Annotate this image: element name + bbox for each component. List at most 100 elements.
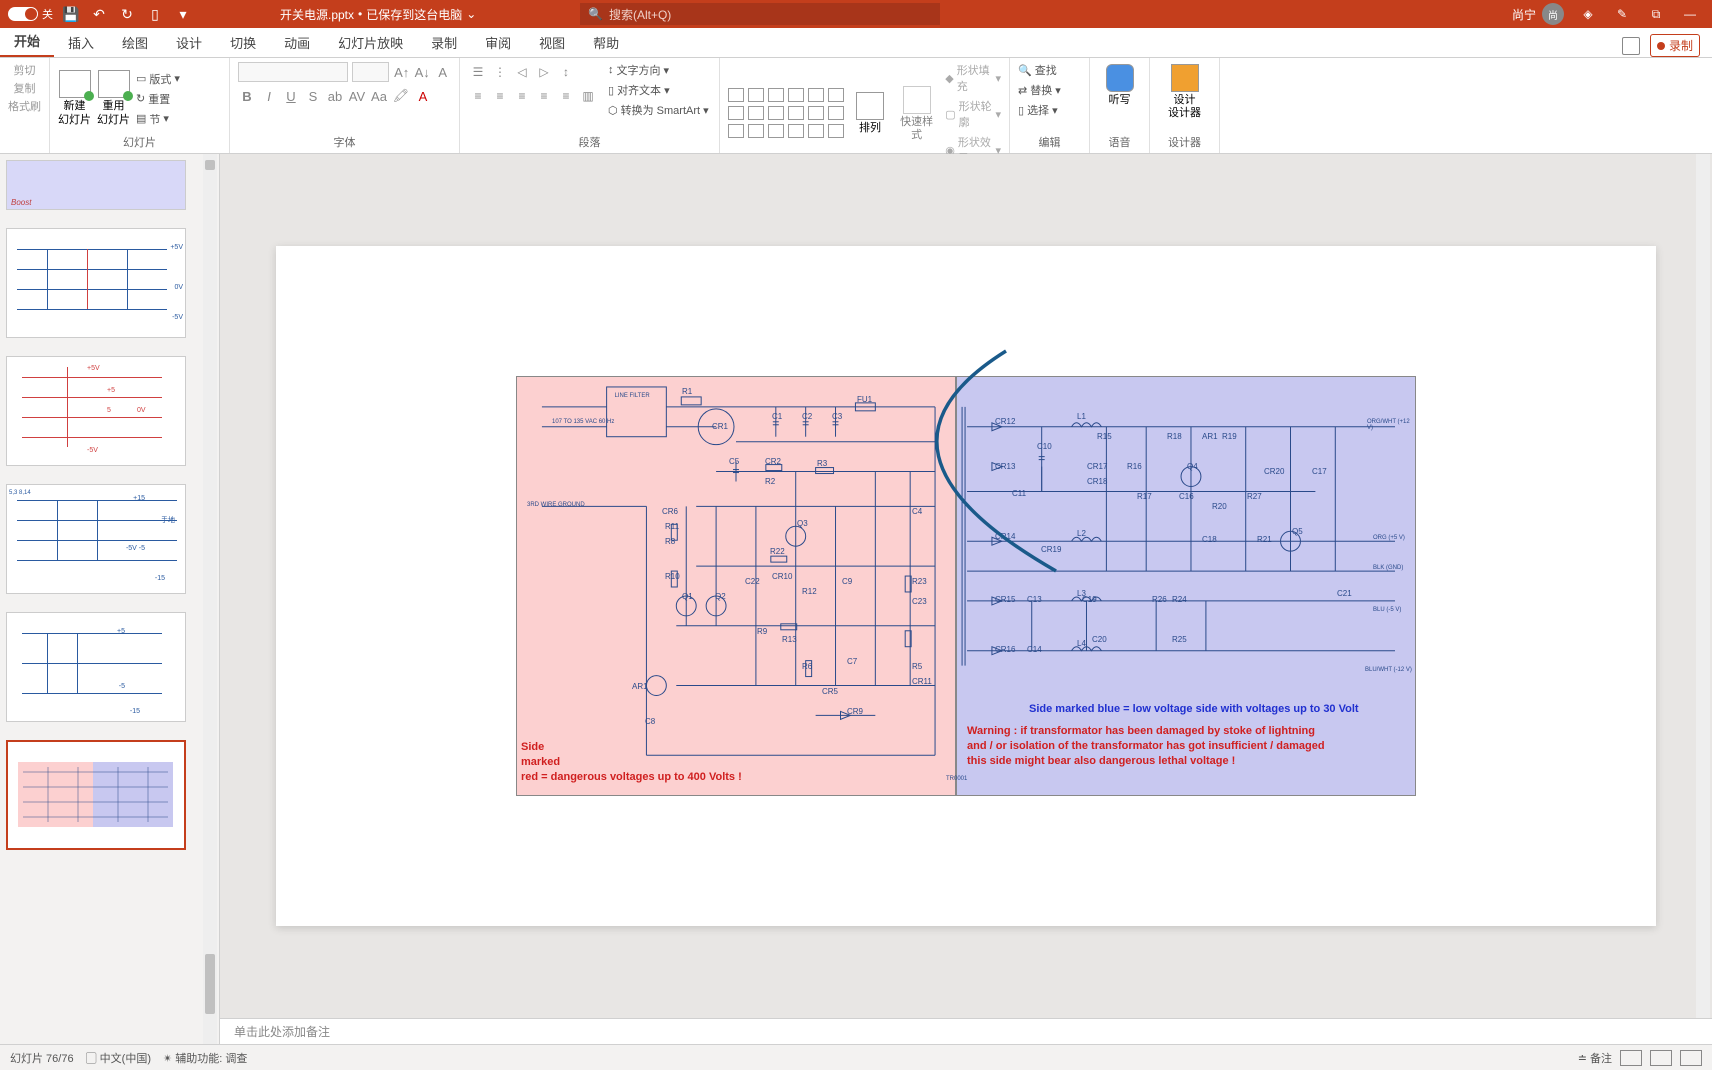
section-button[interactable]: ▤ 节 ▾ [136, 111, 180, 127]
shadow-button[interactable]: ab [326, 86, 344, 106]
notes-input[interactable]: 单击此处添加备注 [220, 1018, 1712, 1044]
shape-outline-button[interactable]: ▢ 形状轮廓 ▾ [945, 98, 1001, 130]
layout-button[interactable]: ▭ 版式 ▾ [136, 71, 180, 87]
copy-button[interactable]: 复制 [14, 80, 36, 96]
undo-icon[interactable]: ↶ [89, 4, 109, 24]
case-button[interactable]: Aa [370, 86, 388, 106]
diamond-icon[interactable]: ◈ [1578, 4, 1598, 24]
window-icon[interactable]: ⧉ [1646, 4, 1666, 24]
slide-thumbnail-active[interactable] [6, 740, 186, 850]
tab-design[interactable]: 设计 [162, 28, 216, 57]
tab-insert[interactable]: 插入 [54, 28, 108, 57]
shrink-font-icon[interactable]: A↓ [414, 62, 431, 82]
slide-thumbnail[interactable]: +5 -5 -15 [6, 612, 186, 722]
reading-view-icon[interactable] [1680, 1050, 1702, 1066]
document-title: 开关电源.pptx • 已保存到这台电脑 ⌄ [280, 6, 476, 23]
spacing-button[interactable]: AV [348, 86, 366, 106]
autosave-toggle[interactable]: 关 [8, 6, 53, 22]
slide-canvas[interactable]: LINE FILTER [276, 246, 1656, 926]
thumbnail-scrollbar[interactable] [203, 154, 217, 1044]
content-area: Boost +5V 0V -5V +5V +5 5 0V -5V [0, 154, 1712, 1044]
user-account[interactable]: 尚宁 尚 [1512, 3, 1564, 25]
highlight-button[interactable]: 🖍 [392, 86, 410, 106]
normal-view-icon[interactable] [1620, 1050, 1642, 1066]
record-dot-icon [1657, 42, 1665, 50]
distribute-button[interactable]: ≡ [556, 86, 576, 106]
grow-font-icon[interactable]: A↑ [393, 62, 410, 82]
align-right-button[interactable]: ≡ [512, 86, 532, 106]
tab-slideshow[interactable]: 幻灯片放映 [324, 28, 417, 57]
bullets-button[interactable]: ☰ [468, 62, 488, 82]
slide-thumbnail[interactable]: +5V +5 5 0V -5V [6, 356, 186, 466]
justify-button[interactable]: ≡ [534, 86, 554, 106]
select-button[interactable]: ▯ 选择 ▾ [1018, 102, 1081, 118]
pen-icon[interactable]: ✎ [1612, 4, 1632, 24]
numbering-button[interactable]: ⋮ [490, 62, 510, 82]
save-icon[interactable]: 💾 [61, 4, 81, 24]
tab-home[interactable]: 开始 [0, 26, 54, 57]
replace-button[interactable]: ⇄ 替换 ▾ [1018, 82, 1081, 98]
slide-thumbnail[interactable]: Boost [6, 160, 186, 210]
tab-view[interactable]: 视图 [525, 28, 579, 57]
microphone-icon [1106, 64, 1134, 92]
italic-button[interactable]: I [260, 86, 278, 106]
strike-button[interactable]: S [304, 86, 322, 106]
record-button[interactable]: 录制 [1650, 34, 1700, 57]
clear-format-icon[interactable]: A [434, 62, 451, 82]
tab-record[interactable]: 录制 [417, 28, 471, 57]
paragraph-group-label: 段落 [468, 135, 711, 151]
align-center-button[interactable]: ≡ [490, 86, 510, 106]
cut-button[interactable]: 剪切 [14, 62, 36, 78]
indent-right-button[interactable]: ▷ [534, 62, 554, 82]
align-left-button[interactable]: ≡ [468, 86, 488, 106]
font-size-select[interactable] [352, 62, 389, 82]
smartart-button[interactable]: ⬡ 转换为 SmartArt ▾ [608, 102, 709, 118]
reset-button[interactable]: ↻ 重置 [136, 91, 180, 107]
circuit-diagram: LINE FILTER [516, 376, 1416, 796]
format-painter-button[interactable]: 格式刷 [8, 98, 41, 114]
tab-review[interactable]: 审阅 [471, 28, 525, 57]
search-input[interactable]: 🔍 搜索(Alt+Q) [580, 3, 940, 25]
align-text-button[interactable]: ▯ 对齐文本 ▾ [608, 82, 709, 98]
new-slide-button[interactable]: 新建幻灯片 [58, 70, 91, 126]
minimize-icon[interactable]: — [1680, 4, 1700, 24]
voice-group-label: 语音 [1098, 135, 1141, 151]
tab-help[interactable]: 帮助 [579, 28, 633, 57]
arrange-button[interactable]: 排列 [852, 90, 888, 137]
notes-toggle[interactable]: ≐ 备注 [1578, 1050, 1612, 1066]
font-family-select[interactable] [238, 62, 348, 82]
font-group-label: 字体 [238, 135, 451, 151]
language-indicator[interactable]: ▢ 中文(中国) [86, 1050, 151, 1066]
reuse-slide-button[interactable]: 重用幻灯片 [97, 70, 130, 126]
shapes-gallery[interactable] [728, 88, 846, 140]
font-color-button[interactable]: A [414, 86, 432, 106]
avatar-icon: 尚 [1542, 3, 1564, 25]
more-qat-icon[interactable]: ▾ [173, 4, 193, 24]
redo-icon[interactable]: ↻ [117, 4, 137, 24]
title-dropdown-icon[interactable]: ⌄ [466, 7, 476, 21]
comments-icon[interactable] [1622, 37, 1640, 55]
shape-fill-button[interactable]: ◆ 形状填充 ▾ [945, 62, 1001, 94]
slide-thumbnail[interactable]: +15 手地 -5V -5 -15 5,3 8,14 [6, 484, 186, 594]
sorter-view-icon[interactable] [1650, 1050, 1672, 1066]
bold-button[interactable]: B [238, 86, 256, 106]
accessibility-indicator[interactable]: ✴ 辅助功能: 调查 [163, 1050, 247, 1066]
editing-group-label: 编辑 [1018, 135, 1081, 151]
quick-styles-button[interactable]: 快速样式 [894, 84, 939, 144]
indent-left-button[interactable]: ◁ [512, 62, 532, 82]
underline-button[interactable]: U [282, 86, 300, 106]
slide-scrollbar[interactable] [1696, 154, 1710, 1018]
find-button[interactable]: 🔍 查找 [1018, 62, 1081, 78]
dictate-button[interactable]: 听写 [1098, 62, 1141, 109]
slideshow-icon[interactable]: ▯ [145, 4, 165, 24]
reuse-slide-icon [98, 70, 130, 98]
slide-thumbnail[interactable]: +5V 0V -5V [6, 228, 186, 338]
tab-transitions[interactable]: 切换 [216, 28, 270, 57]
tab-draw[interactable]: 绘图 [108, 28, 162, 57]
tab-animations[interactable]: 动画 [270, 28, 324, 57]
designer-button[interactable]: 设计设计器 [1158, 62, 1211, 122]
text-direction-button[interactable]: ↕ 文字方向 ▾ [608, 62, 709, 78]
statusbar: 幻灯片 76/76 ▢ 中文(中国) ✴ 辅助功能: 调查 ≐ 备注 [0, 1044, 1712, 1070]
columns-button[interactable]: ▥ [578, 86, 598, 106]
line-spacing-button[interactable]: ↕ [556, 62, 576, 82]
